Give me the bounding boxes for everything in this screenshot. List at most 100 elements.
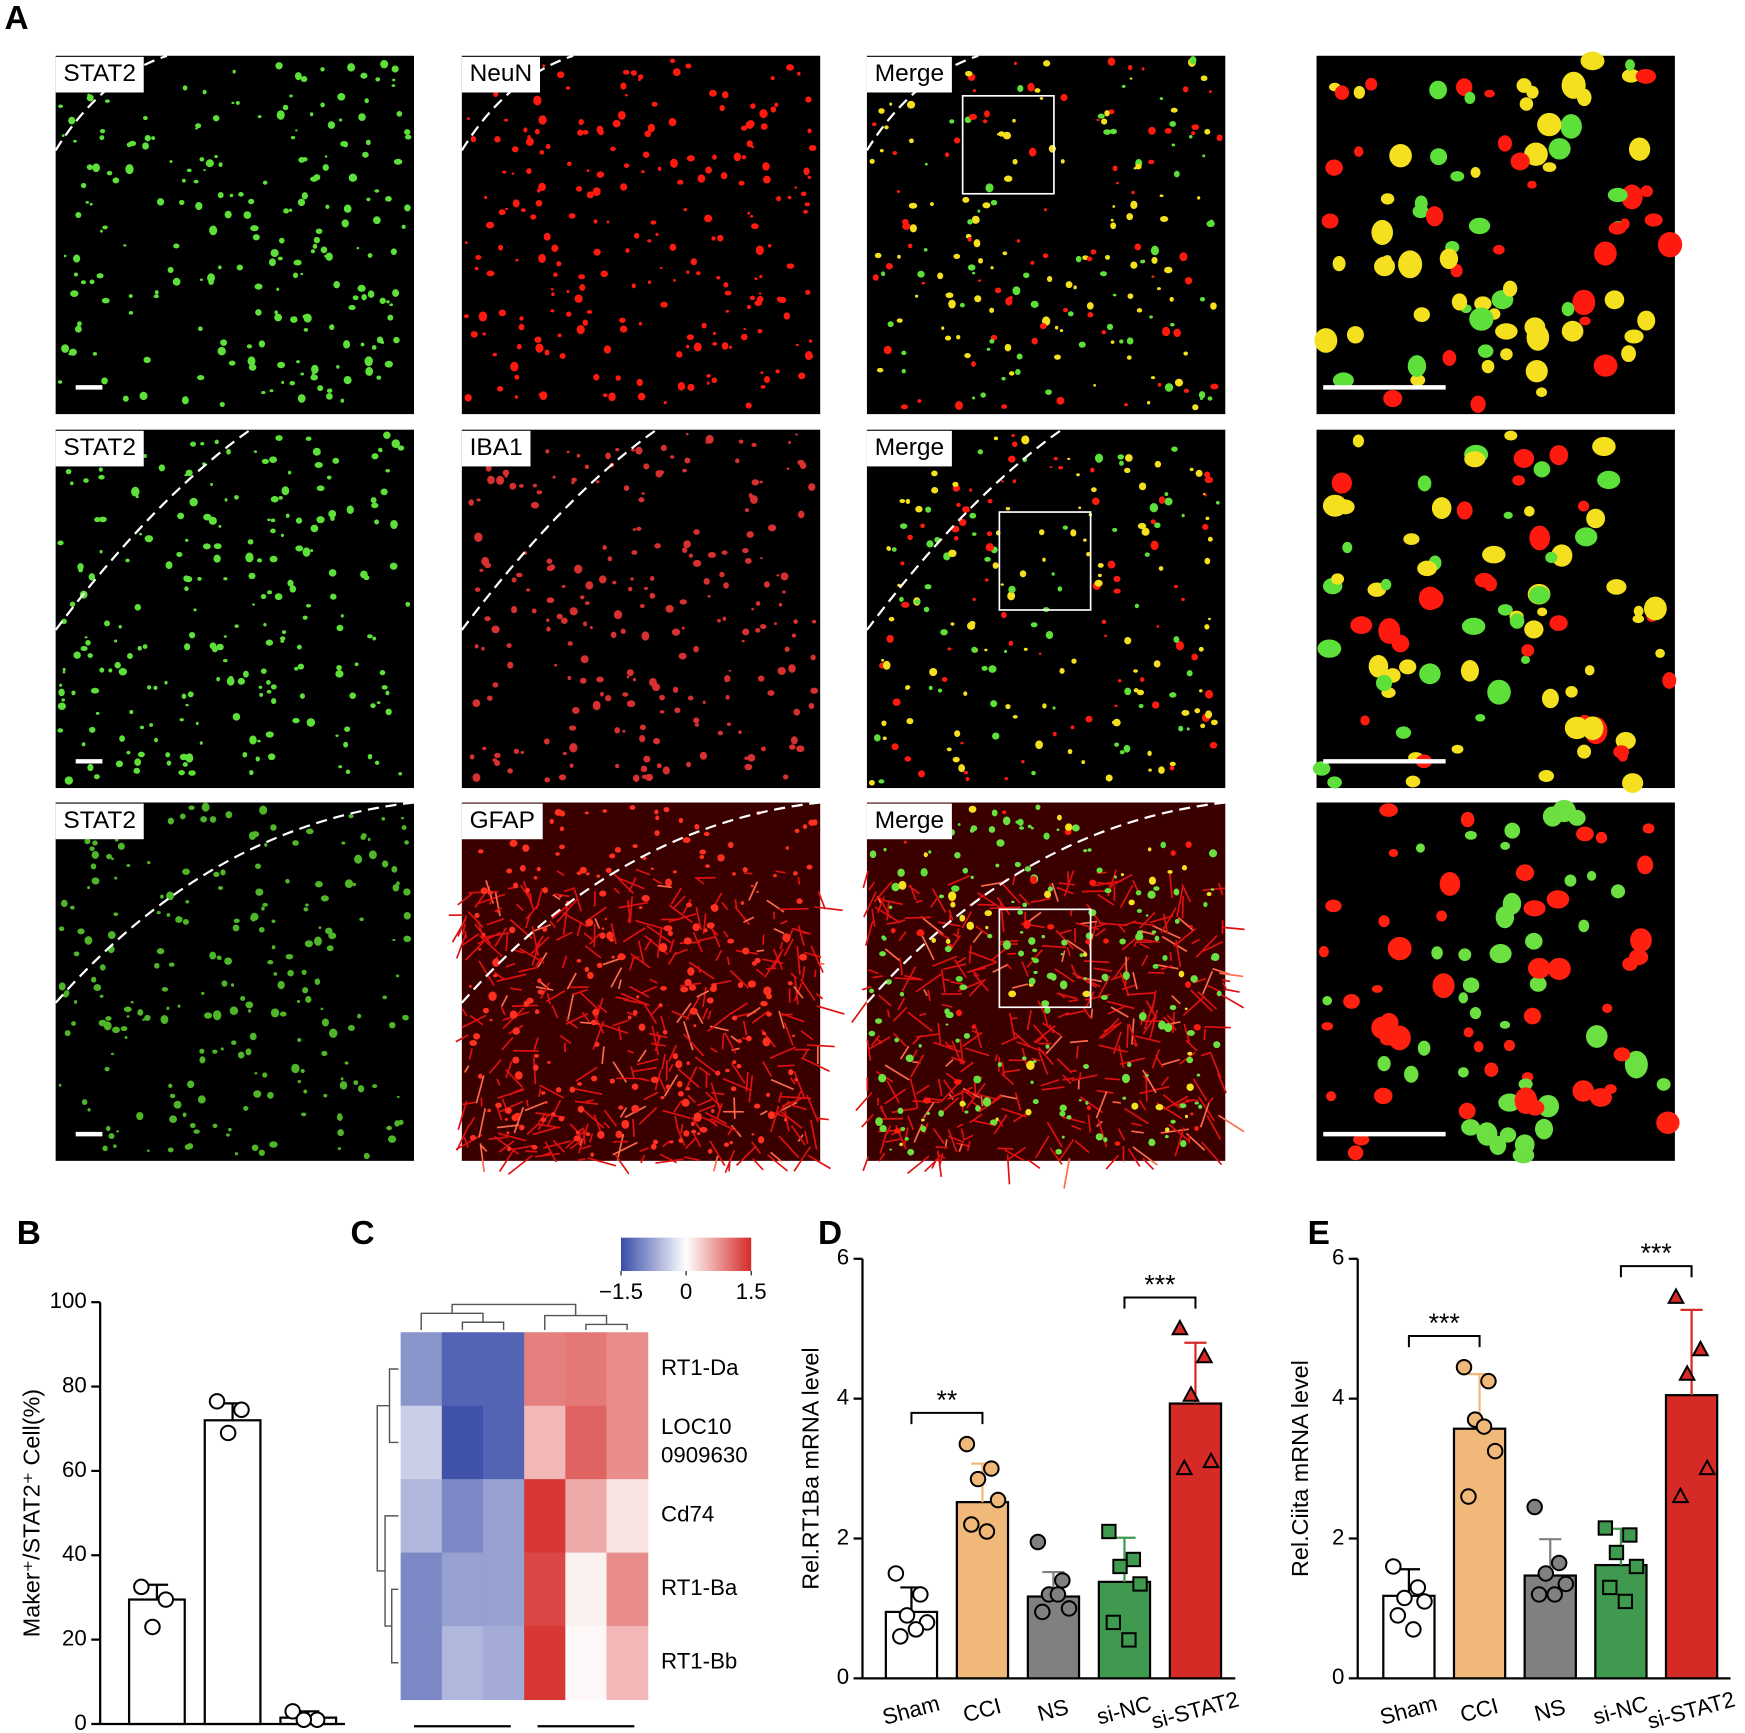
cell (1023, 272, 1030, 279)
cell (190, 1124, 194, 1127)
cell (900, 561, 905, 566)
cell (1525, 359, 1548, 383)
cell (899, 499, 906, 504)
cell (1318, 946, 1329, 958)
cell (153, 685, 158, 690)
cell (955, 976, 963, 982)
cell (403, 935, 412, 943)
cell (1043, 208, 1047, 212)
cell (296, 1000, 301, 1003)
cell (1161, 326, 1171, 337)
cell (272, 559, 275, 562)
cell (137, 751, 145, 758)
cell (638, 906, 643, 909)
cell (390, 519, 398, 530)
cell (80, 645, 88, 652)
cell (234, 1152, 239, 1156)
cell (691, 1129, 697, 1134)
cell (224, 210, 232, 219)
cell (292, 717, 300, 724)
image-label: STAT2 (63, 807, 136, 834)
fiber (535, 986, 554, 991)
cell (572, 707, 580, 714)
cell (1450, 171, 1465, 182)
cell (1151, 930, 1157, 934)
cell (944, 1008, 950, 1015)
cell (225, 811, 233, 819)
panel-label: B (17, 1215, 41, 1252)
cell (509, 926, 516, 934)
fiber (713, 892, 723, 906)
cell (469, 1134, 477, 1141)
cell (188, 631, 196, 639)
cell (144, 1014, 151, 1021)
cell (166, 1006, 170, 1011)
cell (1604, 290, 1625, 310)
cell (917, 399, 922, 403)
cell (1101, 118, 1108, 125)
cell (665, 1084, 671, 1090)
cell (651, 101, 658, 107)
fiber (909, 1078, 919, 1109)
fiber (1082, 1006, 1092, 1020)
heatmap-cell (482, 1405, 525, 1480)
fiber (1096, 1089, 1114, 1094)
cell (1114, 875, 1117, 879)
cell (313, 236, 320, 244)
cell (463, 314, 469, 319)
cell (1520, 655, 1531, 665)
cell (1056, 396, 1065, 405)
cell (59, 683, 63, 687)
cell (1506, 897, 1520, 911)
cell (953, 137, 961, 144)
cell (1117, 679, 1122, 683)
cell (670, 158, 678, 168)
cell (1122, 1096, 1127, 1100)
cell (884, 125, 889, 130)
cell (293, 259, 302, 266)
cell (142, 115, 148, 121)
data-point (1671, 1486, 1690, 1504)
cell (207, 273, 215, 283)
cell (650, 1076, 659, 1084)
cell (696, 271, 701, 276)
cell (1379, 803, 1398, 817)
cell (947, 647, 952, 651)
heatmap-cell (606, 1332, 649, 1407)
fiber (1160, 1128, 1190, 1134)
cell (259, 692, 264, 697)
cell (516, 343, 522, 350)
cell (1151, 701, 1160, 709)
fiber (748, 1075, 754, 1103)
cell (1136, 908, 1143, 913)
cell (149, 723, 154, 727)
cell (1164, 1127, 1170, 1133)
cell (955, 1009, 962, 1017)
fiber (815, 992, 824, 1000)
cell (283, 208, 290, 214)
cell (92, 352, 98, 356)
cell (602, 393, 608, 398)
fiber (710, 1047, 718, 1053)
cell (637, 392, 646, 401)
fiber (975, 925, 991, 938)
cell (612, 119, 621, 128)
fiber (1072, 972, 1101, 988)
heatmap-cell (482, 1332, 525, 1407)
cell (725, 1068, 730, 1073)
cell (200, 816, 208, 823)
micrograph (54, 54, 414, 415)
cell (1164, 128, 1172, 134)
cell (1135, 890, 1142, 896)
fiber (971, 969, 980, 978)
cell (988, 665, 997, 673)
cell (348, 814, 354, 819)
fiber (635, 919, 666, 930)
cell (526, 168, 532, 175)
cell (254, 283, 263, 290)
cell (1607, 187, 1628, 203)
cell (762, 1037, 771, 1047)
cell (1585, 1025, 1608, 1048)
fiber (868, 1036, 891, 1050)
cell (738, 180, 745, 186)
